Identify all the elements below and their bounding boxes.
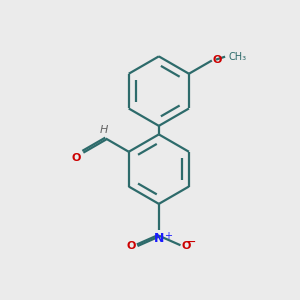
Text: +: + — [164, 231, 172, 241]
Text: O: O — [72, 153, 81, 163]
Text: CH₃: CH₃ — [228, 52, 246, 62]
Text: N: N — [154, 232, 164, 245]
Text: O: O — [182, 241, 191, 251]
Text: O: O — [127, 241, 136, 251]
Text: O: O — [213, 56, 222, 65]
Text: −: − — [186, 236, 196, 249]
Text: H: H — [100, 125, 109, 135]
